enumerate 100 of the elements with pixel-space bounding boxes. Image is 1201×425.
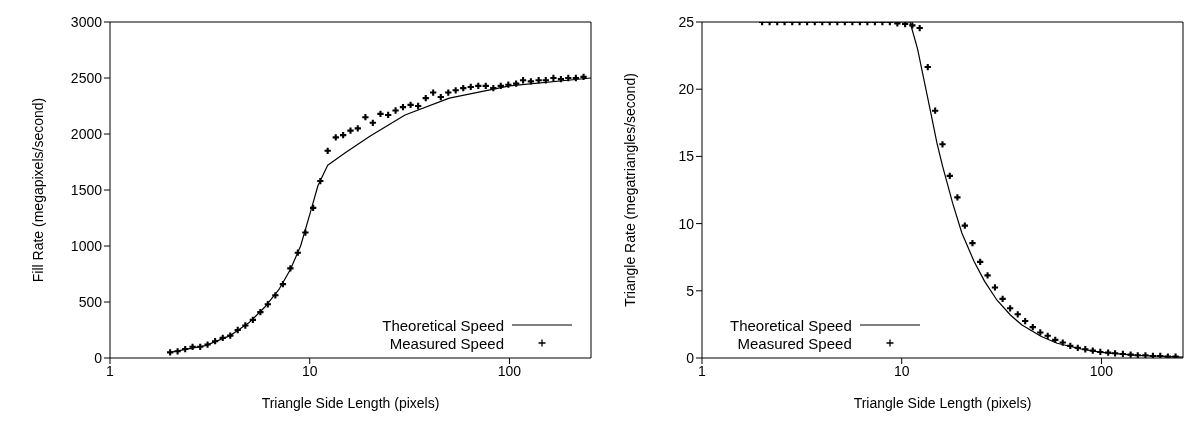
x-tick-label: 10 bbox=[893, 362, 910, 379]
x-tick-label: 10 bbox=[301, 362, 318, 379]
point bbox=[279, 280, 287, 288]
point bbox=[1142, 352, 1149, 358]
point bbox=[1037, 329, 1044, 336]
point bbox=[1074, 344, 1081, 352]
point bbox=[1097, 348, 1104, 356]
y-axis-title: Triangle Rate (megatriangles/second) bbox=[621, 73, 638, 307]
point bbox=[452, 87, 459, 94]
point bbox=[1007, 305, 1014, 312]
y-tick-label: 2500 bbox=[70, 69, 103, 86]
point bbox=[939, 141, 946, 148]
x-tick-label: 100 bbox=[497, 362, 522, 379]
point bbox=[227, 332, 234, 339]
point bbox=[1029, 323, 1036, 331]
point bbox=[257, 308, 264, 316]
point bbox=[977, 258, 984, 266]
point bbox=[924, 63, 931, 71]
point bbox=[407, 101, 414, 109]
point bbox=[249, 316, 256, 324]
y-tick-label: 2000 bbox=[70, 125, 103, 142]
point bbox=[916, 24, 923, 32]
point bbox=[347, 127, 354, 134]
point bbox=[189, 343, 196, 350]
point bbox=[1067, 342, 1074, 350]
point bbox=[166, 349, 174, 356]
point bbox=[1127, 351, 1134, 358]
point bbox=[527, 78, 535, 85]
point bbox=[1119, 350, 1127, 358]
point bbox=[302, 229, 309, 236]
point bbox=[565, 74, 572, 82]
point bbox=[1022, 317, 1029, 325]
y-tick-label: 500 bbox=[78, 293, 103, 310]
point bbox=[182, 345, 189, 353]
point bbox=[362, 114, 369, 121]
point bbox=[1157, 352, 1164, 358]
point bbox=[580, 73, 587, 81]
point bbox=[969, 239, 976, 247]
point bbox=[430, 89, 437, 96]
point bbox=[294, 249, 301, 256]
point bbox=[204, 341, 211, 348]
point bbox=[1059, 339, 1066, 346]
point bbox=[512, 80, 520, 87]
point bbox=[505, 81, 512, 88]
point bbox=[219, 334, 226, 341]
point bbox=[482, 82, 489, 89]
point bbox=[377, 110, 384, 117]
x-tick-label: 100 bbox=[1089, 362, 1114, 379]
point bbox=[197, 343, 204, 350]
y-tick-label: 20 bbox=[678, 81, 695, 98]
point bbox=[437, 93, 444, 101]
point bbox=[317, 177, 324, 185]
y-tick-label: 10 bbox=[678, 215, 695, 232]
point bbox=[557, 75, 565, 83]
point bbox=[946, 172, 953, 180]
point bbox=[894, 22, 901, 27]
y-tick-label: 1500 bbox=[70, 181, 103, 198]
point bbox=[309, 204, 317, 212]
point bbox=[272, 292, 279, 299]
point bbox=[399, 103, 407, 111]
x-tick-label: 1 bbox=[106, 362, 115, 379]
point bbox=[445, 89, 452, 96]
point bbox=[542, 77, 549, 84]
point bbox=[354, 125, 361, 132]
point bbox=[1089, 347, 1096, 354]
point bbox=[340, 131, 347, 139]
legend-label: Measured Speed bbox=[389, 334, 504, 352]
point bbox=[385, 111, 392, 119]
point bbox=[1172, 353, 1179, 358]
point bbox=[1052, 336, 1059, 343]
legend-label: Theoretical Speed bbox=[730, 316, 852, 334]
point bbox=[535, 77, 542, 84]
x-axis-title: Triangle Side Length (pixels) bbox=[853, 395, 1032, 411]
point bbox=[287, 265, 294, 272]
point bbox=[392, 107, 399, 114]
y-tick-label: 0 bbox=[686, 349, 695, 366]
point bbox=[475, 82, 482, 89]
x-tick-label: 1 bbox=[698, 362, 707, 379]
point bbox=[1111, 350, 1119, 357]
point bbox=[1104, 349, 1112, 356]
y-axis-title: Fill Rate (megapixels/second) bbox=[29, 97, 46, 283]
point bbox=[961, 222, 968, 229]
y-tick-label: 5 bbox=[686, 282, 695, 299]
point bbox=[497, 82, 504, 89]
y-tick-label: 15 bbox=[678, 148, 695, 165]
point bbox=[909, 22, 916, 29]
point bbox=[264, 301, 271, 308]
point bbox=[242, 322, 249, 329]
point bbox=[932, 107, 939, 114]
point bbox=[519, 77, 527, 84]
point bbox=[550, 74, 557, 82]
x-axis-title: Triangle Side Length (pixels) bbox=[261, 395, 440, 411]
point bbox=[490, 84, 497, 92]
y-tick-label: 0 bbox=[94, 349, 103, 366]
point bbox=[332, 134, 339, 141]
y-tick-label: 1000 bbox=[70, 237, 103, 254]
point bbox=[467, 83, 474, 91]
y-tick-label: 25 bbox=[678, 13, 695, 30]
legend-label: Measured Speed bbox=[737, 334, 852, 352]
point bbox=[369, 119, 376, 126]
